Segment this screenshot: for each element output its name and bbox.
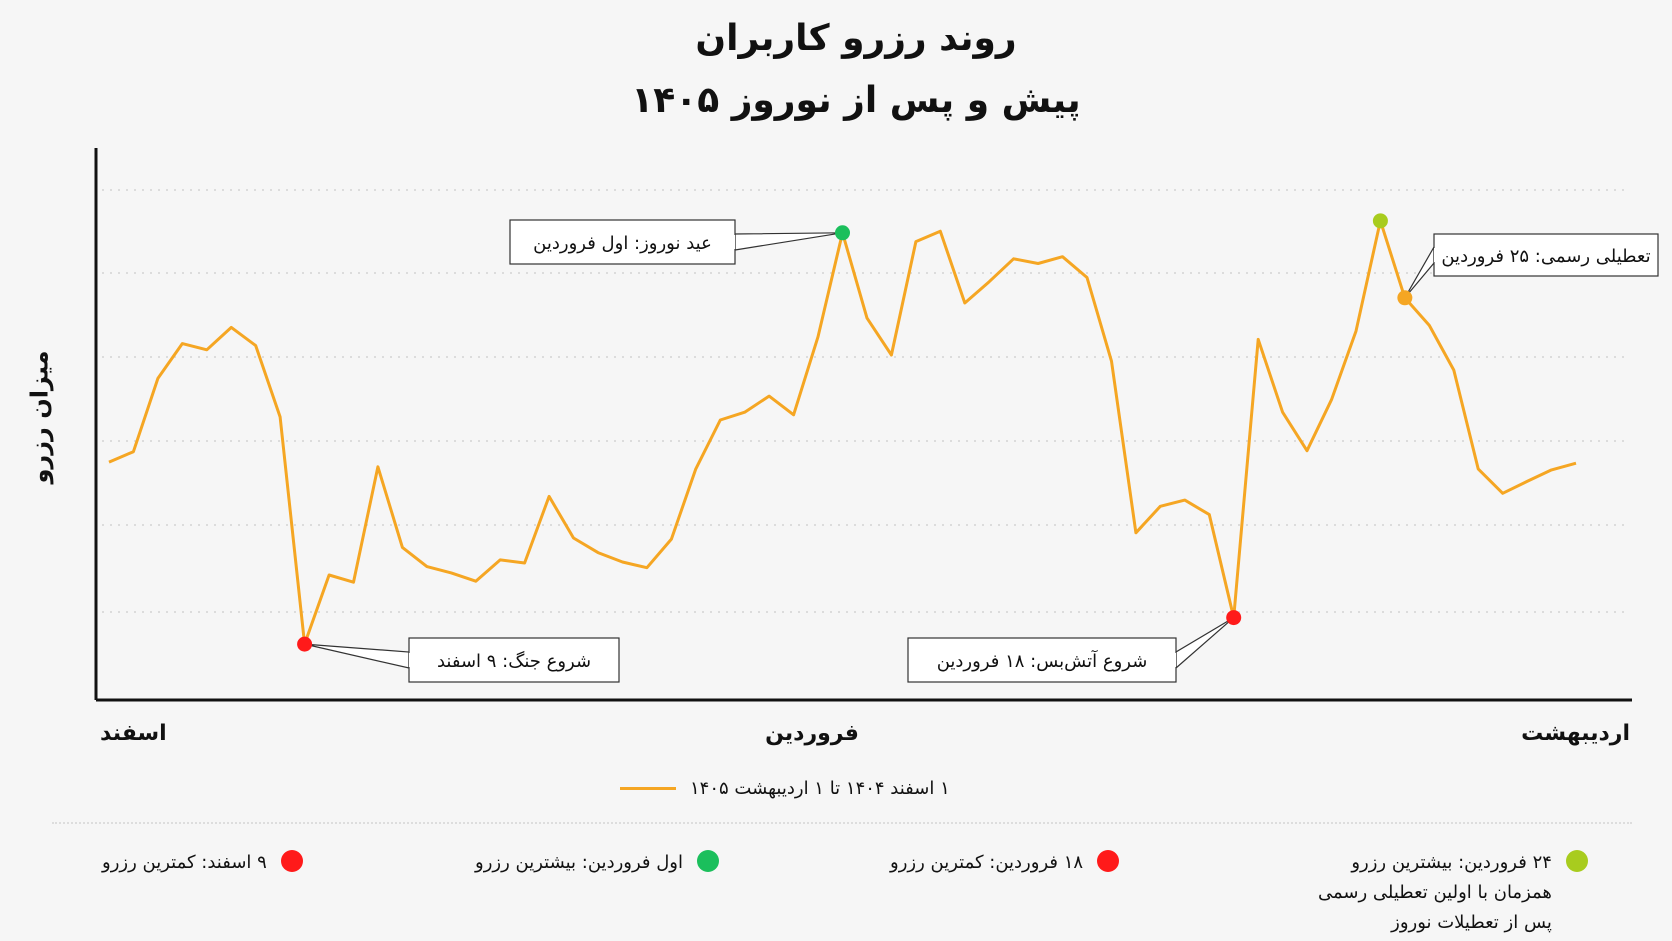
chart-title: روند رزرو کاربران (695, 18, 1017, 59)
callout-pointer (1175, 617, 1235, 670)
marker-legend-line: اول فروردین: بیشترین رزرو (475, 852, 683, 873)
marker-legend-item-low-esfand-9: ۹ اسفند: کمترین رزرو (102, 848, 303, 878)
callout-box (907, 637, 1177, 683)
annotation-marker (297, 636, 313, 652)
callout-text: تعطیلی رسمی: ۲۵ فروردین (1441, 246, 1650, 267)
marker-legend-text: ۲۴ فروردین: بیشترین رزرو همزمان با اولین… (1318, 848, 1552, 938)
callout-joint (1434, 248, 1436, 262)
marker-legend-line: همزمان با اولین تعطیلی رسمی (1318, 882, 1552, 903)
x-tick-label: اسفند (100, 721, 167, 746)
callout-joint (733, 235, 735, 249)
marker-legend-dot (1097, 850, 1120, 872)
marker-legend-dot (1565, 850, 1588, 872)
marker-legend-dot (697, 850, 719, 872)
series-legend: ۱ اسفند ۱۴۰۴ تا ۱ اردیبهشت ۱۴۰۵ (620, 773, 1040, 803)
marker-legend-line: ۱۸ فروردین: کمترین رزرو (890, 852, 1084, 873)
line-chart: اسفند فروردین اردیبهشت شروع جنگ: ۹ اسفند عید… (94, 148, 1659, 746)
marker-legend-text: ۱۸ فروردین: کمترین رزرو (890, 848, 1083, 878)
chart-subtitle: پیش و پس از نوروز ۱۴۰۵ (631, 80, 1081, 121)
callout-box (1433, 233, 1659, 277)
callout-pointer (1404, 244, 1435, 299)
callout-joint (409, 653, 411, 667)
series-line (108, 219, 1577, 646)
callout-pointer (304, 643, 410, 669)
callout-box (408, 637, 620, 683)
marker-legend-text: اول فروردین: بیشترین رزرو (475, 848, 683, 878)
marker-legend-item-peak-farvardin-24: ۲۴ فروردین: بیشترین رزرو همزمان با اولین… (1318, 848, 1588, 938)
marker-legend-item-peak-nowruz: اول فروردین: بیشترین رزرو (475, 848, 719, 878)
series-legend-label: ۱ اسفند ۱۴۰۴ تا ۱ اردیبهشت ۱۴۰۵ (690, 777, 950, 799)
marker-legend-line: ۲۴ فروردین: بیشترین رزرو (1351, 852, 1552, 873)
annotation-marker (1226, 610, 1242, 626)
series-legend-swatch (620, 786, 676, 790)
callout-text: عید نوروز: اول فروردین (533, 233, 712, 254)
annotation-marker (1372, 213, 1388, 229)
marker-legend-dot (280, 850, 303, 872)
marker-legend-item-low-farvardin-18: ۱۸ فروردین: کمترین رزرو (890, 848, 1120, 878)
callout-joint (1174, 653, 1176, 667)
x-tick-label: اردیبهشت (1521, 721, 1630, 746)
callout-text: شروع جنگ: ۹ اسفند (437, 650, 591, 672)
marker-legend-line: پس از تعطیلات نوروز (1391, 912, 1552, 933)
callout-pointer (734, 232, 843, 251)
x-tick-label: فروردین (765, 721, 859, 746)
legend-divider (52, 822, 1632, 824)
marker-legend-text: ۹ اسفند: کمترین رزرو (102, 848, 267, 878)
annotation-marker (1397, 290, 1413, 306)
annotation-marker (835, 225, 850, 241)
callout-text: شروع آتش‌بس: ۱۸ فروردین (937, 649, 1148, 672)
callout-box (509, 219, 736, 265)
marker-legend-line: ۹ اسفند: کمترین رزرو (102, 852, 267, 873)
